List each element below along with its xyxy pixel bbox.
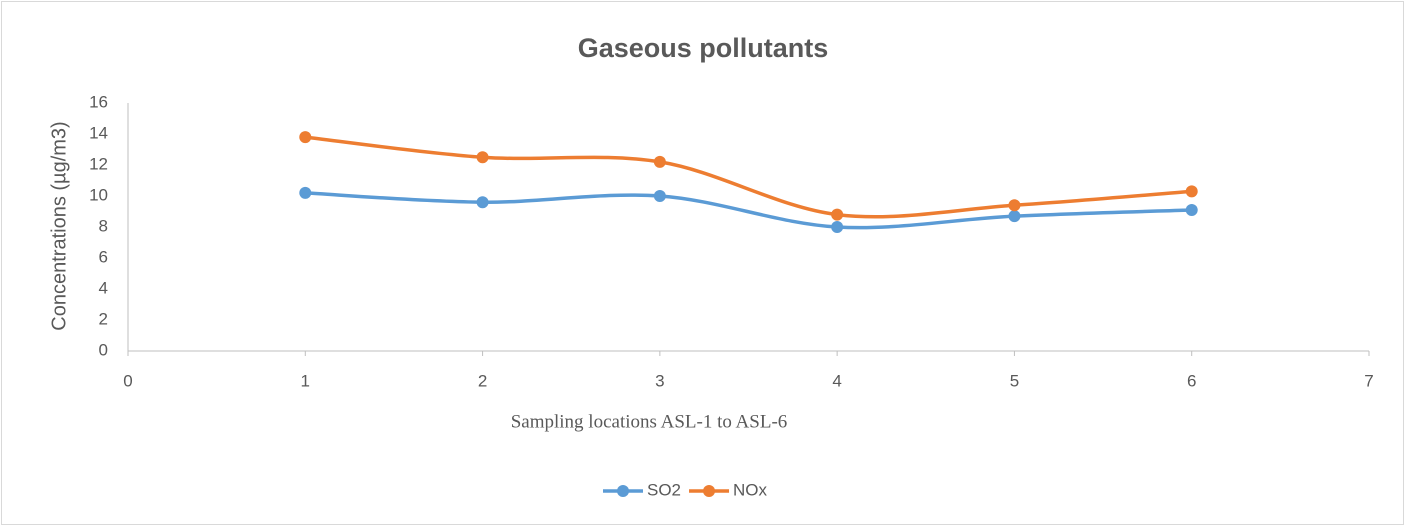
y-tick-label: 4 [99,278,108,297]
y-tick-label: 6 [99,247,108,266]
legend-label: SO2 [647,480,681,499]
data-point [1185,203,1198,216]
y-tick-label: 0 [99,340,108,359]
x-tick-label: 4 [832,371,841,390]
series-line [305,135,1192,219]
y-tick-label: 10 [89,185,108,204]
x-tick-label: 1 [301,371,310,390]
y-tick-label: 12 [89,154,108,173]
data-point [831,208,844,221]
data-point [1008,199,1021,212]
data-point [653,190,666,202]
x-tick-label: 7 [1364,371,1373,390]
chart-title: Gaseous pollutants [578,33,829,63]
data-point [1008,210,1021,223]
y-tick-label: 8 [99,216,108,235]
legend-label: NOx [733,480,768,499]
y-tick-label: 2 [99,309,108,328]
data-point [299,131,312,144]
data-point [1185,185,1198,198]
x-tick-label: 0 [123,371,132,390]
data-point [476,151,489,164]
data-point [653,155,666,168]
series-line [305,191,1192,230]
x-axis-label: Sampling locations ASL-1 to ASL-6 [511,411,788,432]
data-point [476,196,489,209]
y-axis-label: Concentrations (µg/m3) [48,121,70,330]
data-point [299,186,312,199]
x-tick-label: 6 [1187,371,1196,390]
x-tick-label: 5 [1010,371,1019,390]
legend-marker [703,485,716,497]
data-point [831,221,844,233]
y-tick-label: 16 [89,92,108,111]
y-tick-label: 14 [89,123,108,142]
x-tick-label: 2 [478,371,487,390]
legend-marker [617,485,629,497]
x-tick-label: 3 [655,371,664,390]
